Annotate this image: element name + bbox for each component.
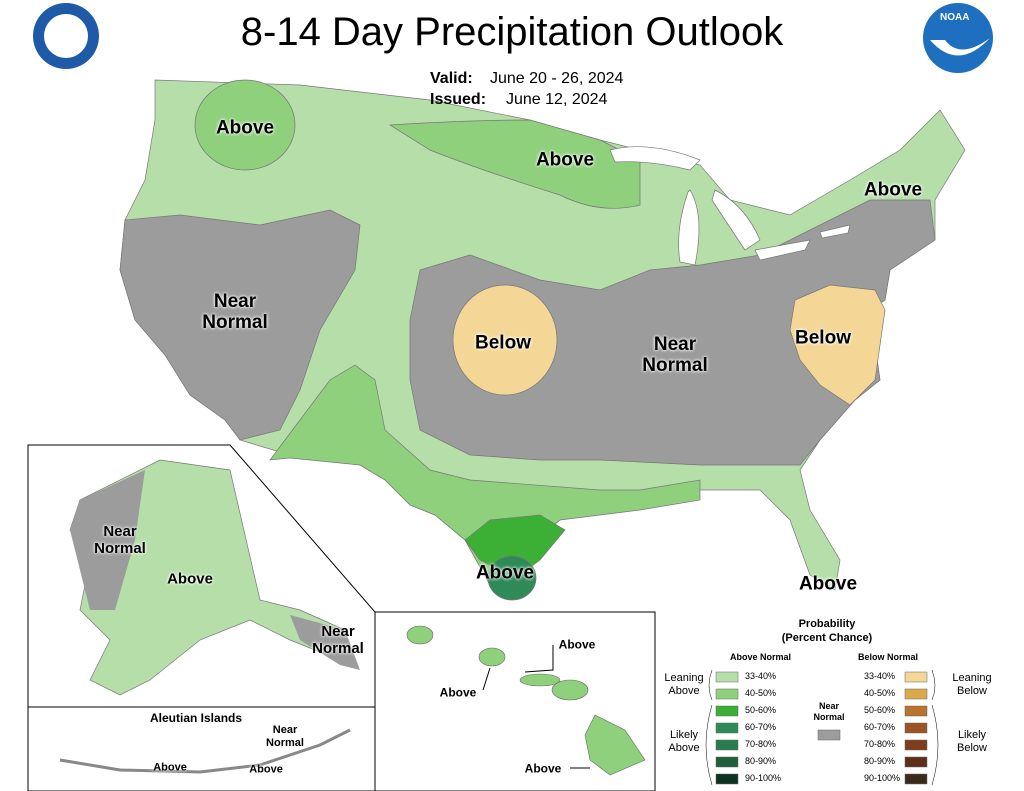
region-label: Below xyxy=(475,332,531,354)
bin-label: 80-90% xyxy=(745,756,777,766)
group-label: Leaning Above xyxy=(664,672,704,697)
swatch xyxy=(904,688,928,700)
group-label: Likely Above xyxy=(668,729,700,754)
group-label: Likely Below xyxy=(957,729,987,754)
bin-label: 90-100% xyxy=(864,773,901,783)
bin-label: 33-40% xyxy=(745,671,777,681)
region-label: Above xyxy=(558,637,596,652)
swatch xyxy=(904,739,928,751)
swatch xyxy=(904,722,928,734)
bin-label: 40-50% xyxy=(745,688,777,698)
bin-label: 40-50% xyxy=(864,688,896,698)
above-heading: Above Normal xyxy=(730,652,792,662)
below-central xyxy=(452,284,558,396)
swatch xyxy=(904,773,928,785)
above-mn xyxy=(388,119,641,209)
below-heading: Below Normal xyxy=(858,652,919,662)
below-east xyxy=(789,284,886,406)
legend-title: Probability xyxy=(798,618,856,630)
bin-label: 70-80% xyxy=(745,739,777,749)
issued-label: Issued: xyxy=(430,91,487,108)
swatch xyxy=(817,729,841,741)
bin-label: 50-60% xyxy=(864,705,896,715)
braces xyxy=(705,669,939,786)
region-label: Above xyxy=(863,179,923,201)
alaska-near-normal-se xyxy=(290,615,360,670)
swatch xyxy=(904,671,928,683)
island xyxy=(551,679,589,701)
bin-label: 60-70% xyxy=(864,722,896,732)
swatch xyxy=(715,722,739,734)
valid: June 20 - 26, 2024 xyxy=(490,70,624,87)
above-tx-60 xyxy=(487,555,537,601)
region-label: Near Normal xyxy=(202,291,268,333)
island xyxy=(584,714,646,776)
legend-swatches xyxy=(705,669,939,786)
swatch xyxy=(904,705,928,717)
region-label: Near Normal xyxy=(312,623,364,657)
pointers xyxy=(482,645,590,769)
above-nw xyxy=(194,79,296,171)
above-south xyxy=(269,364,701,596)
commerce-seal-inner xyxy=(44,14,88,58)
legend-subtitle: (Percent Chance) xyxy=(781,632,873,644)
region-label: Above xyxy=(215,117,275,139)
region-label: Above xyxy=(524,761,562,776)
aleutian-chain xyxy=(59,728,351,774)
island xyxy=(478,647,506,667)
region-label: Above xyxy=(153,761,187,774)
above-tx-50 xyxy=(464,514,566,576)
region-label: Above xyxy=(249,763,283,776)
region-label: Above xyxy=(798,573,858,595)
near-normal-label: Near Normal xyxy=(813,701,845,722)
alaska-near-normal-w xyxy=(70,470,145,610)
bin-label: 90-100% xyxy=(745,773,782,783)
valid-label: Valid: xyxy=(430,70,473,87)
region-label: Above xyxy=(439,685,477,700)
bin-label: 33-40% xyxy=(864,671,896,681)
island xyxy=(519,673,561,687)
region-label: Above xyxy=(475,562,535,584)
bin-label: 70-80% xyxy=(864,739,896,749)
great-lakes xyxy=(609,146,851,266)
swatch xyxy=(715,688,739,700)
group-label: Leaning Below xyxy=(952,672,992,697)
noaa-text: NOAA xyxy=(940,12,970,23)
swatch xyxy=(715,671,739,683)
swatch xyxy=(715,773,739,785)
region-label: Near Normal xyxy=(94,523,146,557)
swatch xyxy=(904,756,928,768)
title: 8-14 Day Precipitation Outlook xyxy=(240,10,784,54)
hawaii-islands xyxy=(406,625,646,776)
conus xyxy=(119,79,966,601)
logos xyxy=(33,3,993,73)
region-label: Near Normal xyxy=(266,724,304,749)
region-label: Below xyxy=(795,327,851,349)
swatch xyxy=(715,739,739,751)
bin-label: 60-70% xyxy=(745,722,777,732)
bin-label: 80-90% xyxy=(864,756,896,766)
region-label: Above xyxy=(167,570,213,588)
alaska-inset xyxy=(27,444,656,791)
near-normal-west xyxy=(119,209,361,441)
swatch xyxy=(715,756,739,768)
issued: June 12, 2024 xyxy=(506,91,608,108)
region-label: Near Normal xyxy=(642,334,708,376)
aleutian-title: Aleutian Islands xyxy=(150,711,243,725)
aleutian-frame xyxy=(27,706,376,791)
region-label: Above xyxy=(535,149,595,171)
swatch xyxy=(715,705,739,717)
alaska-land xyxy=(69,459,346,696)
bin-label: 50-60% xyxy=(745,705,777,715)
island xyxy=(406,625,434,645)
noaa-wave xyxy=(930,38,990,56)
noaa-logo xyxy=(923,3,993,73)
